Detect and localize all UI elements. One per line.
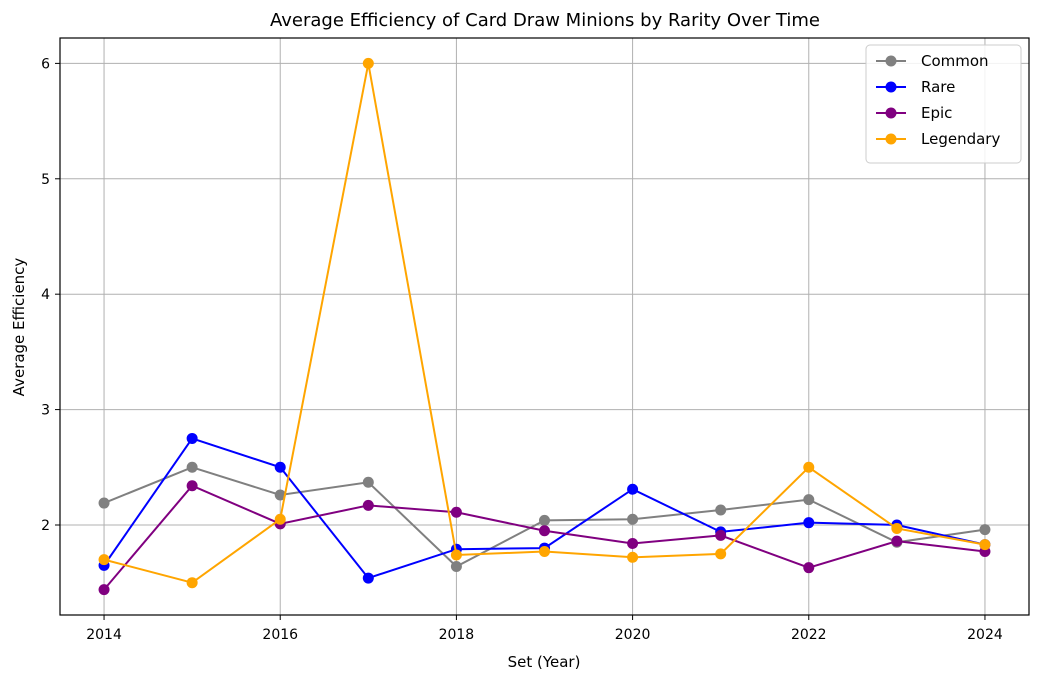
- data-point-epic: [186, 480, 198, 492]
- data-point-epic: [539, 525, 550, 537]
- data-point-legendary: [450, 549, 462, 561]
- y-tick-label: 4: [41, 287, 50, 303]
- chart-title: Average Efficiency of Card Draw Minions …: [270, 10, 820, 31]
- x-tick-label: 2018: [439, 627, 475, 643]
- data-point-epic: [98, 584, 110, 596]
- y-tick-label: 5: [41, 172, 50, 188]
- legend-swatch-marker: [885, 81, 897, 93]
- legend-item: Rare: [876, 78, 955, 96]
- data-point-legendary: [98, 554, 110, 566]
- data-point-legendary: [274, 513, 286, 525]
- legend-box: [865, 44, 1022, 164]
- data-point-epic: [450, 506, 462, 518]
- legend-label: Common: [921, 52, 989, 70]
- legend-label: Legendary: [921, 130, 1000, 148]
- data-point-rare: [627, 483, 639, 495]
- x-axis-label: Set (Year): [508, 653, 581, 671]
- data-point-common: [450, 561, 462, 573]
- data-point-legendary: [891, 522, 903, 534]
- legend: Common Rare Epic Legendary: [865, 44, 1022, 164]
- data-point-legendary: [539, 546, 550, 558]
- data-point-legendary: [186, 577, 198, 589]
- x-tick-label: 2022: [791, 627, 827, 643]
- data-point-common: [186, 461, 198, 473]
- y-axis-label: Average Efficiency: [10, 258, 28, 397]
- data-point-epic: [891, 535, 903, 547]
- data-point-common: [979, 524, 991, 536]
- legend-item: Legendary: [876, 130, 1000, 148]
- data-point-rare: [803, 517, 815, 529]
- legend-item: Epic: [876, 104, 952, 122]
- data-point-common: [715, 504, 727, 516]
- x-tick-label: 2014: [86, 627, 122, 643]
- data-point-legendary: [715, 548, 727, 560]
- data-point-common: [362, 476, 374, 488]
- data-point-epic: [803, 562, 815, 574]
- legend-swatch-marker: [885, 133, 897, 145]
- y-tick-label: 6: [41, 56, 50, 72]
- data-point-epic: [362, 499, 374, 511]
- data-point-rare: [362, 572, 374, 584]
- data-point-legendary: [627, 551, 639, 563]
- data-point-epic: [715, 529, 727, 541]
- data-point-legendary: [362, 57, 374, 69]
- data-point-rare: [186, 432, 198, 444]
- legend-swatch-marker: [885, 55, 897, 67]
- x-tick-label: 2020: [615, 627, 651, 643]
- data-point-common: [539, 514, 550, 526]
- series-line-rare: [103, 437, 986, 580]
- series-rare: [98, 432, 991, 584]
- data-point-common: [274, 489, 286, 501]
- data-point-legendary: [803, 461, 815, 473]
- y-tick-label: 2: [41, 518, 50, 534]
- series-legendary: [98, 57, 991, 589]
- legend-item: Common: [876, 52, 989, 70]
- series-epic: [98, 480, 991, 596]
- data-point-common: [627, 513, 639, 525]
- plot-area-frame: [59, 37, 1030, 616]
- x-axis: 2014 2016 2018 2020 2022 2024: [86, 615, 1003, 643]
- data-point-rare: [274, 461, 286, 473]
- series-lines: [98, 57, 991, 596]
- y-axis: 2 3 4 5 6: [41, 56, 60, 534]
- data-point-common: [803, 494, 815, 506]
- x-tick-label: 2016: [262, 627, 298, 643]
- legend-swatch-marker: [885, 107, 897, 119]
- x-tick-label: 2024: [967, 627, 1003, 643]
- data-point-common: [98, 497, 110, 509]
- data-point-legendary: [979, 539, 991, 551]
- data-point-epic: [627, 537, 639, 549]
- legend-label: Epic: [921, 104, 952, 122]
- legend-label: Rare: [921, 78, 955, 96]
- series-line-epic: [103, 484, 986, 591]
- y-tick-label: 3: [41, 403, 50, 419]
